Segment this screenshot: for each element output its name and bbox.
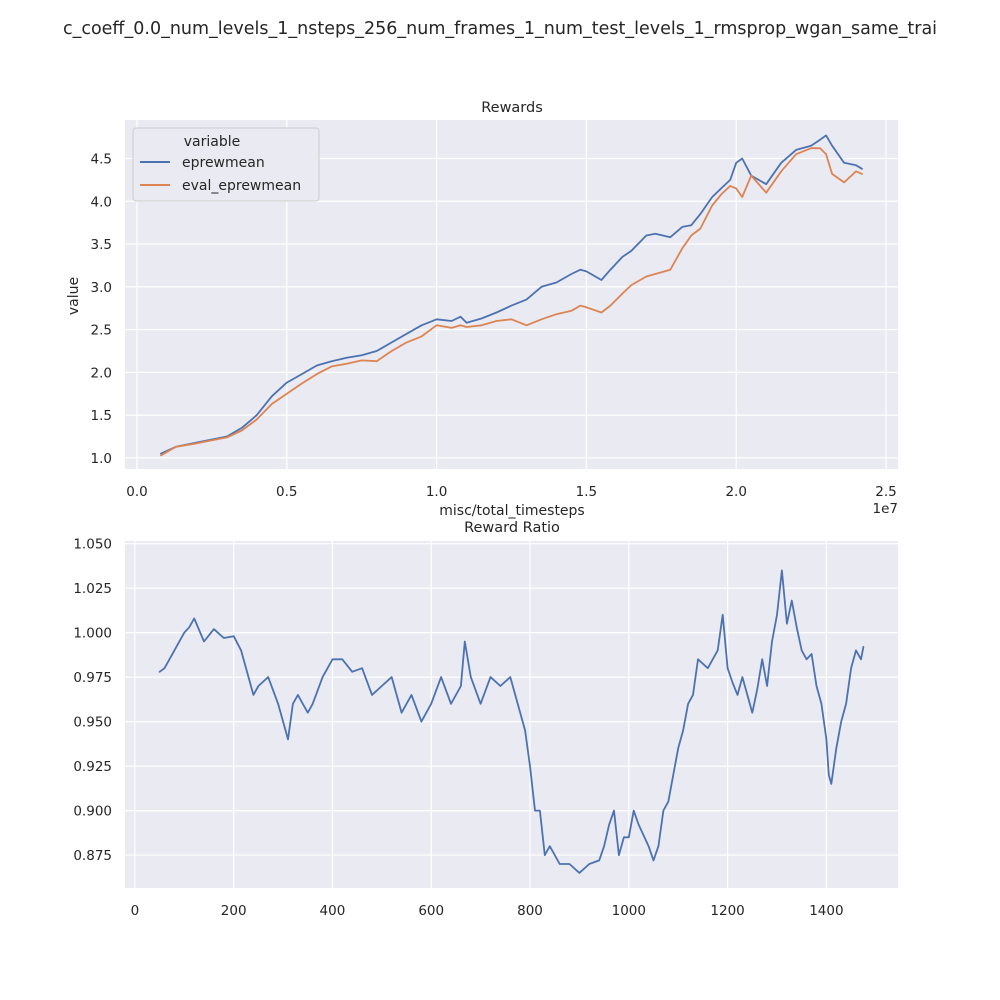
rewards-x-tick-label: 2.5 (875, 484, 896, 500)
rewards-y-tick-label: 4.5 (91, 151, 112, 167)
reward-ratio-y-tick-label: 0.900 (73, 804, 112, 820)
reward-ratio-x-tick-label: 800 (517, 903, 543, 919)
rewards-x-tick-label: 0.5 (276, 484, 297, 500)
reward-ratio-x-tick-label: 1000 (612, 903, 646, 919)
rewards-x-tick-label: 0.0 (126, 484, 147, 500)
rewards-y-tick-label: 2.5 (91, 323, 112, 339)
rewards-x-tick-label: 2.0 (725, 484, 746, 500)
reward-ratio-y-tick-label: 0.875 (73, 848, 112, 864)
rewards-x-axis-label: misc/total_timesteps (439, 503, 584, 519)
rewards-line-eval-eprewmean (160, 147, 863, 457)
rewards-x-ticks: 0.0 0.5 1.0 1.5 2.0 2.5 (126, 484, 897, 500)
rewards-y-tick-label: 4.0 (91, 194, 112, 210)
reward-ratio-grid (125, 541, 898, 888)
reward-ratio-y-tick-label: 1.025 (73, 581, 112, 597)
reward-ratio-y-tick-label: 0.975 (73, 670, 112, 686)
rewards-line-eprewmean (160, 134, 863, 455)
rewards-y-tick-label: 1.5 (91, 408, 112, 424)
reward-ratio-line-series-0 (158, 569, 865, 874)
reward-ratio-x-tick-label: 400 (320, 903, 346, 919)
reward-ratio-title: Reward Ratio (464, 520, 560, 536)
reward-ratio-chart: 0 200 400 600 800 1000 1200 1400 0.875 0.900 0.92… (73, 520, 898, 919)
reward-ratio-x-tick-label: 600 (418, 903, 444, 919)
rewards-x-tick-label: 1.5 (576, 484, 597, 500)
reward-ratio-x-tick-label: 1200 (710, 903, 744, 919)
reward-ratio-y-tick-label: 1.000 (73, 626, 112, 642)
legend-label-eprewmean: eprewmean (182, 155, 265, 171)
reward-ratio-series (158, 569, 865, 874)
reward-ratio-y-ticks: 0.875 0.900 0.925 0.950 0.975 1.000 1.025 1.050 (73, 537, 112, 864)
rewards-series (160, 134, 863, 457)
rewards-y-tick-label: 1.0 (91, 451, 112, 467)
reward-ratio-x-tick-label: 0 (131, 903, 140, 919)
reward-ratio-plot-area (125, 541, 898, 888)
rewards-chart: 0.0 0.5 1.0 1.5 2.0 2.5 1.0 1.5 2.0 2.5 3.0 3.5 4.0… (66, 100, 898, 519)
rewards-grid (125, 120, 898, 469)
rewards-y-tick-label: 2.0 (91, 365, 112, 381)
reward-ratio-x-tick-label: 1400 (809, 903, 843, 919)
rewards-y-tick-label: 3.0 (91, 280, 112, 296)
rewards-legend: variable eprewmean eval_eprewmean (132, 127, 320, 202)
reward-ratio-y-tick-label: 0.950 (73, 715, 112, 731)
reward-ratio-x-ticks: 0 200 400 600 800 1000 1200 1400 (131, 903, 844, 919)
rewards-y-tick-label: 3.5 (91, 237, 112, 253)
legend-title: variable (184, 134, 240, 150)
legend-label-eval-eprewmean: eval_eprewmean (182, 178, 301, 194)
legend-box (132, 127, 320, 202)
rewards-x-tick-label: 1.0 (426, 484, 447, 500)
reward-ratio-x-tick-label: 200 (221, 903, 247, 919)
rewards-x-offset-label: 1e7 (873, 501, 898, 517)
reward-ratio-y-tick-label: 0.925 (73, 759, 112, 775)
rewards-y-ticks: 1.0 1.5 2.0 2.5 3.0 3.5 4.0 4.5 (91, 151, 112, 466)
rewards-title: Rewards (481, 100, 543, 116)
reward-ratio-y-tick-label: 1.050 (73, 537, 112, 553)
rewards-y-axis-label: value (66, 277, 82, 315)
figure-suptitle: c_coeff_0.0_num_levels_1_nsteps_256_num_… (63, 19, 937, 39)
